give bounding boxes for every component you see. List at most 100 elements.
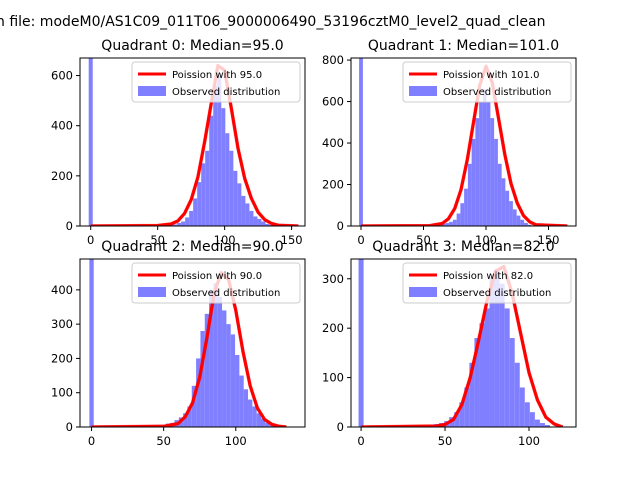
quadrant-1-axes-frame bbox=[350, 57, 577, 227]
legend-label-observed: Observed distribution bbox=[443, 87, 551, 98]
histogram-bar bbox=[539, 423, 545, 427]
histogram-bar bbox=[222, 310, 227, 427]
quadrant-0-panel: 0 50 100 150 0 200 400 600 Quadrant 0: Median=95… bbox=[51, 38, 306, 247]
histogram-bar bbox=[516, 215, 521, 226]
x-tick-label: 100 bbox=[214, 233, 236, 247]
histogram-bar bbox=[226, 324, 231, 427]
quadrant-3-legend: Poission with 82.0 Observed distribution bbox=[402, 262, 572, 304]
histogram-bar bbox=[257, 218, 262, 226]
histogram-bar bbox=[519, 387, 525, 427]
histogram-bar bbox=[217, 75, 222, 226]
histogram-bar bbox=[181, 221, 186, 226]
quadrant-0-title: Quadrant 0: Median=95.0 bbox=[101, 38, 283, 54]
y-tick-label: 600 bbox=[322, 95, 344, 109]
x-tick-label: 50 bbox=[156, 434, 171, 448]
x-tick-label: 50 bbox=[416, 233, 431, 247]
histogram-bar bbox=[460, 203, 465, 226]
histogram-bar bbox=[196, 358, 201, 427]
y-tick-label: 200 bbox=[51, 351, 73, 365]
x-tick-label: 50 bbox=[150, 233, 165, 247]
histogram-bar bbox=[474, 338, 480, 427]
histogram-bar bbox=[253, 216, 258, 226]
histogram-bar bbox=[499, 283, 505, 427]
histogram-bar bbox=[449, 221, 453, 226]
legend-box bbox=[402, 262, 572, 304]
histogram-bar bbox=[490, 118, 495, 226]
histogram-bar bbox=[233, 170, 238, 226]
histogram-bar bbox=[527, 224, 532, 226]
histogram-bar bbox=[245, 203, 250, 226]
histogram-bar bbox=[265, 422, 270, 427]
histogram-bar bbox=[201, 163, 206, 226]
histogram-bar bbox=[497, 163, 502, 226]
histogram-bar bbox=[482, 89, 487, 226]
legend-box bbox=[131, 262, 301, 304]
histogram-bar bbox=[452, 219, 457, 226]
histogram-bar bbox=[209, 289, 214, 427]
histogram-bar bbox=[221, 108, 226, 226]
histogram-bar bbox=[464, 188, 468, 226]
quadrant-2-legend: Poission with 90.0 Observed distribution bbox=[131, 262, 301, 304]
y-tick-label: 300 bbox=[51, 317, 73, 331]
quadrant-2-title: Quadrant 2: Median=90.0 bbox=[101, 239, 283, 255]
histogram-bar bbox=[217, 296, 223, 427]
y-tick-label: 400 bbox=[322, 136, 344, 150]
histogram-bar bbox=[191, 385, 197, 427]
histogram-bar bbox=[509, 338, 515, 427]
histogram-bar bbox=[454, 412, 460, 427]
y-tick-label: 600 bbox=[51, 69, 73, 83]
histogram-bar bbox=[225, 133, 230, 226]
x-tick-label: 100 bbox=[225, 434, 247, 448]
histogram-bar bbox=[243, 389, 249, 427]
legend-label-poisson: Poission with 95.0 bbox=[172, 70, 262, 81]
x-tick-label: 0 bbox=[87, 233, 94, 247]
x-tick-label: 0 bbox=[88, 434, 95, 448]
histogram-bar bbox=[230, 334, 236, 427]
histogram-bar bbox=[205, 150, 210, 226]
y-tick-label: 100 bbox=[51, 386, 73, 400]
histogram-bar bbox=[249, 210, 254, 226]
histogram-bar bbox=[183, 413, 188, 427]
histogram-bar bbox=[529, 412, 535, 427]
histogram-bar bbox=[456, 213, 461, 226]
histogram-bar bbox=[464, 387, 470, 427]
quadrant-1-legend: Poission with 101.0 Observed distribution bbox=[402, 61, 572, 103]
quadrant-3-title: Quadrant 3: Median=82.0 bbox=[372, 239, 554, 255]
histogram-bar bbox=[256, 413, 262, 427]
histogram-bar bbox=[237, 183, 242, 226]
histogram-bar bbox=[509, 201, 513, 226]
histogram-bar bbox=[441, 223, 446, 226]
legend-box bbox=[131, 61, 301, 103]
histogram-bar bbox=[484, 308, 490, 427]
legend-label-poisson: Poission with 82.0 bbox=[443, 271, 533, 282]
histogram-bar bbox=[173, 224, 178, 226]
x-tick-label: 150 bbox=[281, 233, 303, 247]
histogram-bar bbox=[261, 418, 266, 427]
histogram-bar bbox=[187, 406, 192, 427]
legend-patch-swatch bbox=[409, 287, 437, 297]
histogram-bar bbox=[235, 355, 240, 427]
quadrant-3-axes-frame bbox=[350, 258, 577, 428]
histogram-bar bbox=[193, 198, 198, 226]
histogram-bar bbox=[489, 278, 495, 427]
histogram-bar bbox=[200, 331, 205, 427]
quadrant-3-panel: 0 50 100 0 100 200 300 Quadrant 3: Median=82.0 P… bbox=[322, 239, 577, 448]
histogram-bar bbox=[209, 115, 214, 226]
x-tick-label: 100 bbox=[518, 434, 540, 448]
histogram-bar bbox=[471, 138, 476, 226]
quadrant-2-axes-frame bbox=[79, 258, 306, 428]
histogram-bar bbox=[239, 375, 244, 427]
histogram-bar bbox=[213, 85, 218, 226]
histogram-bar bbox=[512, 209, 517, 226]
histogram-bar bbox=[88, 58, 93, 226]
x-tick-label: 0 bbox=[357, 233, 364, 247]
histogram-bar bbox=[501, 178, 506, 226]
histogram-bar bbox=[469, 362, 475, 427]
histogram-bar bbox=[479, 101, 483, 226]
y-tick-label: 200 bbox=[322, 178, 344, 192]
quadrant-0-legend: Poission with 95.0 Observed distribution bbox=[131, 61, 301, 103]
legend-label-observed: Observed distribution bbox=[172, 87, 280, 98]
histogram-bar bbox=[359, 58, 363, 226]
quadrant-2-panel: 0 50 100 0 100 200 300 400 Quadrant 2: Median=90… bbox=[51, 239, 306, 448]
